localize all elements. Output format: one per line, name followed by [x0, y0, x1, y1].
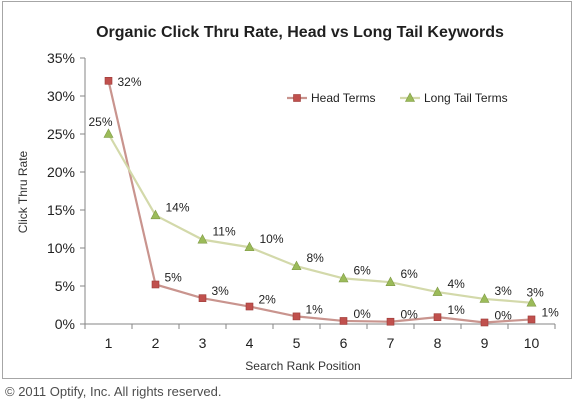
long-tail-terms-point [291, 260, 302, 271]
head-terms-point [480, 318, 489, 327]
long-tail-terms-point [338, 272, 349, 283]
head-terms-data-label: 0% [354, 307, 372, 321]
head-terms-point [386, 317, 395, 326]
y-tick-label: 15% [47, 202, 75, 218]
chart-frame [2, 1, 572, 379]
series-layer [103, 77, 537, 327]
line-chart: Organic Click Thru Rate, Head vs Long Ta… [16, 24, 560, 373]
long-tail-terms-point [526, 297, 537, 307]
long-tail-terms-data-label: 4% [448, 277, 466, 291]
head-terms-point [245, 302, 254, 311]
data-labels: 32% 5% 3% 2% 1% 0% 0% 1% 0% 1% 25% 14% 11% 10% 8% 6% 6% 4… [89, 75, 560, 323]
head-terms-legend-marker [293, 94, 301, 102]
head-terms-point [151, 280, 160, 289]
head-terms-data-label: 0% [495, 308, 513, 322]
x-tick-label: 7 [387, 335, 395, 351]
y-tick-label: 20% [47, 164, 75, 180]
x-tick-label: 4 [246, 335, 254, 351]
x-tick-label: 5 [293, 335, 301, 351]
long-tail-terms-legend-marker [405, 92, 415, 102]
head-terms-point [198, 294, 207, 302]
long-tail-terms-point [479, 293, 490, 303]
long-tail-terms-point [150, 209, 161, 220]
long-tail-terms-point [385, 276, 396, 287]
head-terms-point [104, 77, 113, 85]
x-tick-label: 2 [152, 335, 160, 351]
head-terms-line [107, 80, 532, 324]
y-tick-label: 35% [47, 50, 75, 66]
long-tail-terms-data-label: 10% [260, 232, 284, 246]
long-tail-terms-data-label: 14% [166, 200, 190, 214]
long-tail-terms-data-label: 25% [89, 115, 113, 129]
y-tick-label: 25% [47, 126, 75, 142]
head-terms-data-label: 1% [448, 303, 466, 317]
head-terms-data-label: 3% [212, 284, 230, 298]
long-tail-terms-data-label: 6% [401, 267, 419, 281]
chart-title: Organic Click Thru Rate, Head vs Long Ta… [96, 24, 504, 41]
head-terms-point [527, 315, 536, 324]
head-terms-data-label: 2% [259, 293, 277, 307]
long-tail-terms-point [432, 286, 443, 296]
head-terms-data-label: 1% [306, 302, 324, 316]
long-tail-terms-data-label: 8% [307, 251, 325, 265]
head-terms-point [339, 317, 348, 325]
y-tick-label: 0% [55, 316, 75, 332]
x-tick-label: 10 [524, 335, 540, 351]
head-terms-data-label: 32% [118, 75, 142, 89]
x-tick-label: 8 [434, 335, 442, 351]
long-tail-terms-data-label: 3% [495, 284, 513, 298]
head-terms-legend-label: Head Terms [311, 91, 375, 105]
y-axis-label: Click Thru Rate [16, 150, 30, 233]
y-tick-label: 10% [47, 240, 75, 256]
long-tail-terms-data-label: 6% [354, 263, 372, 277]
long-tail-terms-point [197, 233, 208, 244]
head-terms-data-label: 1% [542, 305, 560, 319]
head-terms-point [292, 312, 301, 321]
y-tick-label: 5% [55, 278, 75, 294]
long-tail-terms-data-label: 11% [213, 225, 236, 239]
x-axis-label: Search Rank Position [245, 359, 360, 373]
x-tick-label: 1 [105, 335, 113, 351]
head-terms-point [433, 313, 442, 321]
head-terms-data-label: 5% [165, 270, 183, 284]
copyright-notice: © 2011 Optify, Inc. All rights reserved. [5, 384, 222, 399]
head-terms-data-label: 0% [401, 308, 419, 322]
long-tail-terms-point [103, 128, 114, 138]
y-tick-label: 30% [47, 88, 75, 104]
long-tail-terms-line [107, 133, 532, 304]
long-tail-terms-data-label: 3% [527, 286, 545, 300]
x-tick-label: 9 [481, 335, 489, 351]
x-tick-label: 3 [199, 335, 207, 351]
x-tick-label: 6 [340, 335, 348, 351]
long-tail-terms-point [244, 241, 255, 252]
axes: 0% 5% 10% 15% 20% 25% 30% 35% 1 2 3 4 5 6 7 8 9 10 [47, 50, 556, 351]
legend: Head Terms Long Tail Terms [287, 91, 508, 105]
long-tail-terms-legend-label: Long Tail Terms [424, 91, 508, 105]
